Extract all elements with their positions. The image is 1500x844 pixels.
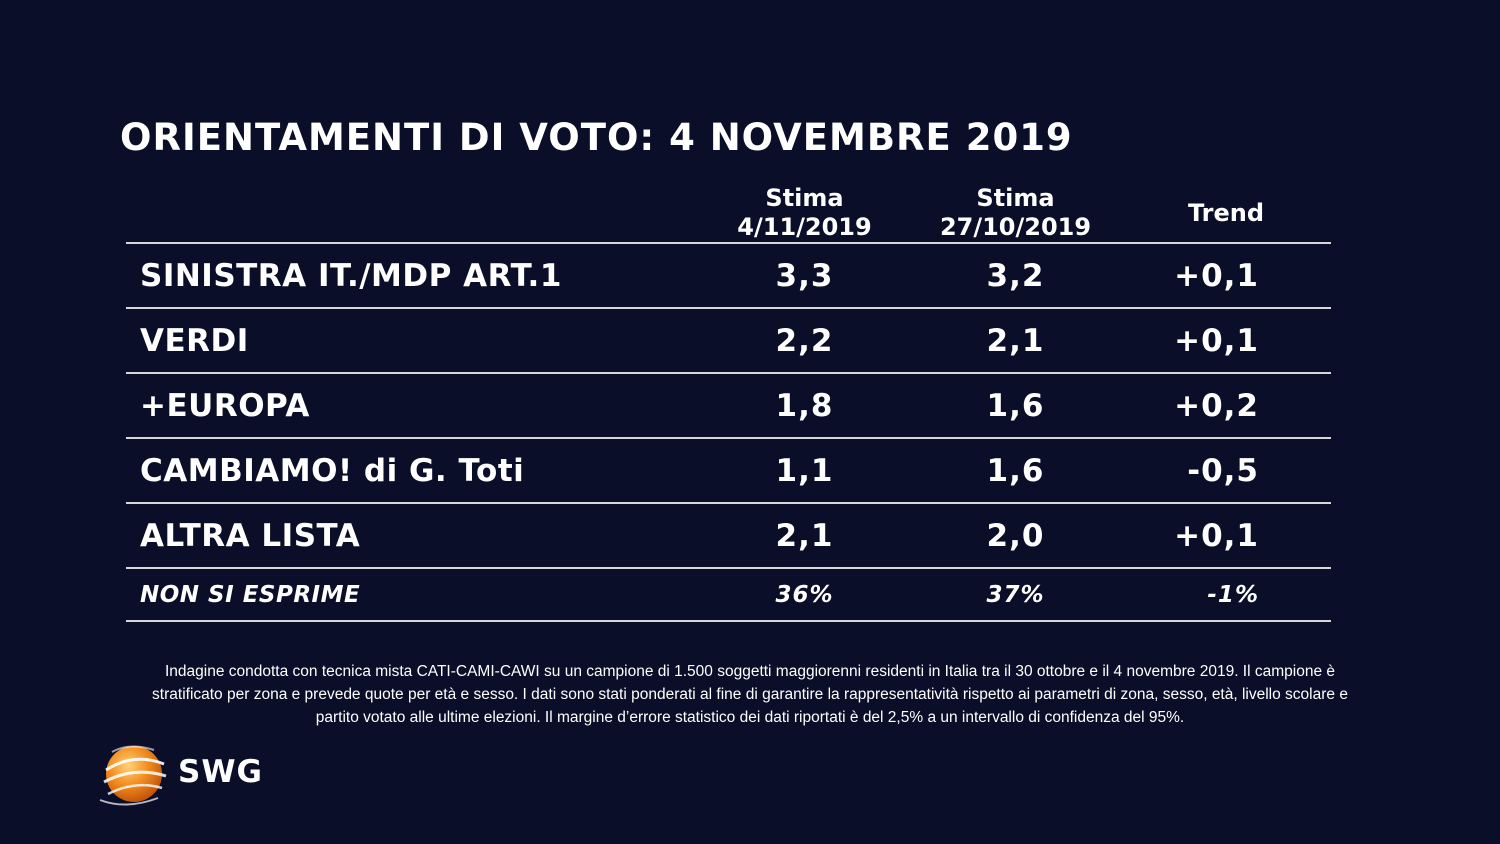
methodology-footnote: Indagine condotta con tecnica mista CATI… [152,663,1348,726]
trend-value: -0,5 [1121,438,1331,504]
header-current-line1: Stima [765,184,844,212]
previous-value: 3,2 [910,243,1121,309]
table-header-row: Stima 4/11/2019 Stima 27/10/2019 Trend [126,180,1331,244]
page-title: ORIENTAMENTI DI VOTO: 4 NOVEMBRE 2019 [120,116,1073,159]
table-row: CAMBIAMO! di G. Toti 1,1 1,6 -0,5 [126,438,1331,504]
logo-text: SWG [178,754,263,790]
party-name: NON SI ESPRIME [126,568,699,622]
trend-value: +0,1 [1121,243,1331,309]
previous-value: 1,6 [910,438,1121,504]
trend-value: -1% [1121,568,1331,622]
trend-value: +0,1 [1121,503,1331,569]
table-row-undecided: NON SI ESPRIME 36% 37% -1% [126,568,1331,622]
current-value: 2,1 [699,503,910,569]
previous-value: 2,1 [910,308,1121,374]
globe-logo-icon [99,745,167,806]
party-name: +EUROPA [126,373,699,439]
previous-value: 2,0 [910,503,1121,569]
current-value: 2,2 [699,308,910,374]
header-previous-line1: Stima [976,184,1055,212]
poll-table: Stima 4/11/2019 Stima 27/10/2019 Trend S… [126,180,1331,622]
trend-value: +0,1 [1121,308,1331,374]
header-previous-estimate: Stima 27/10/2019 [910,180,1121,244]
table-row: VERDI 2,2 2,1 +0,1 [126,308,1331,374]
party-name: CAMBIAMO! di G. Toti [126,438,699,504]
header-trend-label: Trend [1187,198,1265,227]
table-row: SINISTRA IT./MDP ART.1 3,3 3,2 +0,1 [126,243,1331,309]
party-name: SINISTRA IT./MDP ART.1 [126,243,699,309]
current-value: 1,1 [699,438,910,504]
table-row: +EUROPA 1,8 1,6 +0,2 [126,373,1331,439]
trend-value: +0,2 [1121,373,1331,439]
party-name: VERDI [126,308,699,374]
current-value: 3,3 [699,243,910,309]
header-current-line2: 4/11/2019 [737,213,872,241]
header-previous-line2: 27/10/2019 [939,213,1092,241]
current-value: 36% [699,568,910,622]
header-party [126,180,699,244]
party-name: ALTRA LISTA [126,503,699,569]
header-current-estimate: Stima 4/11/2019 [699,180,910,244]
swg-logo: SWG [96,740,286,810]
table-row: ALTRA LISTA 2,1 2,0 +0,1 [126,503,1331,569]
previous-value: 37% [910,568,1121,622]
previous-value: 1,6 [910,373,1121,439]
current-value: 1,8 [699,373,910,439]
header-trend: Trend [1121,180,1331,244]
